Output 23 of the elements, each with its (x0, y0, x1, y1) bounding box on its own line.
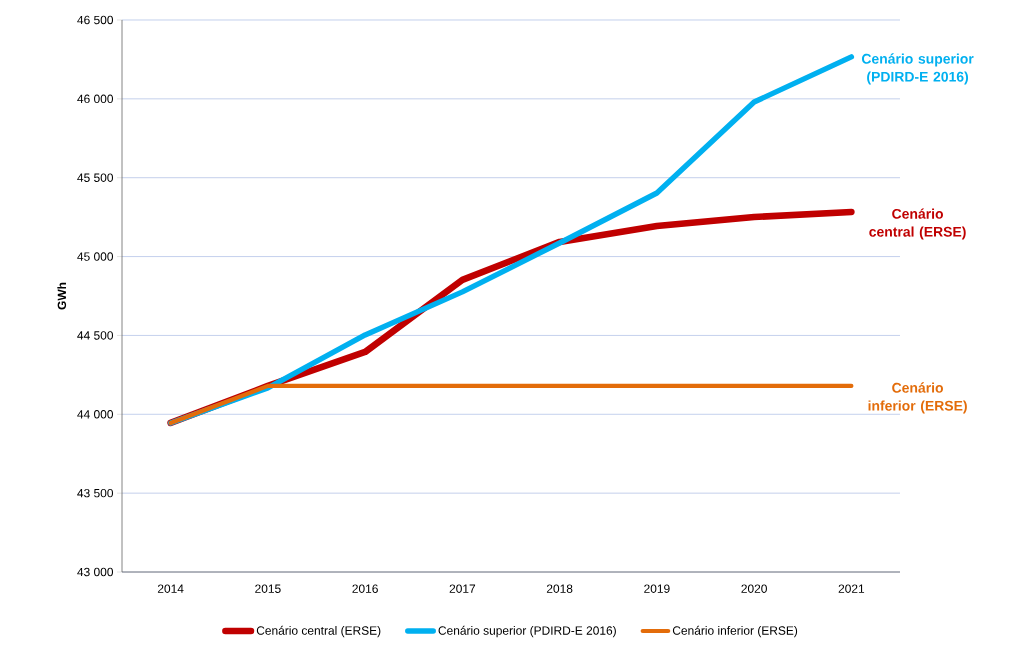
legend-label: Cenário inferior (ERSE) (672, 625, 798, 638)
y-tick-label: 44 000 (77, 410, 114, 419)
y-tick-label: 43 500 (77, 488, 114, 498)
y-tick-label: 45 500 (77, 173, 114, 182)
annotation: Cenário central (ERSE) (869, 208, 966, 240)
x-tick-label: 2017 (449, 584, 476, 593)
x-tick-label: 2014 (157, 584, 184, 593)
y-axis-title: GWh (57, 282, 67, 310)
legend-label: Cenário central (ERSE) (256, 625, 381, 638)
x-tick-label: 2021 (838, 584, 865, 593)
x-tick-label: 2019 (644, 584, 670, 593)
annotation: Cenário inferior (ERSE) (868, 382, 967, 414)
x-tick-label: 2020 (741, 584, 767, 593)
x-tick-label: 2016 (352, 584, 378, 593)
y-tick-label: 43 000 (77, 567, 114, 577)
y-tick-label: 46 500 (77, 15, 114, 25)
y-tick-label: 45 000 (77, 252, 114, 261)
legend-label: Cenário superior (PDIRD-E 2016) (438, 625, 616, 638)
y-tick-label: 44 500 (77, 331, 114, 340)
x-tick-label: 2018 (546, 584, 573, 593)
x-tick-label: 2015 (255, 584, 281, 593)
annotation: Cenário superior (PDIRD-E 2016) (861, 53, 974, 85)
y-tick-label: 46 000 (77, 94, 114, 104)
